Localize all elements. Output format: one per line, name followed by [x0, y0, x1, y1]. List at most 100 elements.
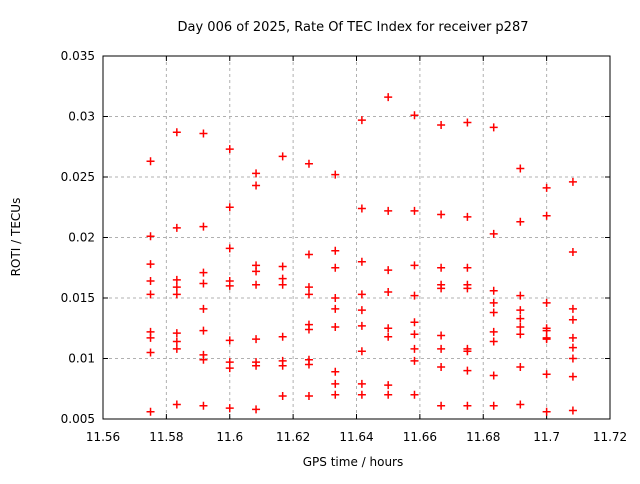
plot-border — [102, 55, 611, 420]
data-point-marker — [516, 306, 525, 315]
data-point-marker — [278, 361, 287, 370]
data-point-marker — [568, 304, 577, 313]
data-point-marker — [146, 333, 155, 342]
data-point-marker — [199, 268, 208, 277]
data-point-marker — [225, 364, 234, 373]
data-point-marker — [410, 356, 419, 365]
y-tick-label: 0.035 — [61, 49, 95, 63]
data-point-marker — [331, 323, 340, 332]
y-axis-label: ROTI / TECUs — [9, 198, 23, 277]
data-point-marker — [252, 280, 261, 289]
data-point-marker — [331, 390, 340, 399]
x-tick-label: 11.56 — [86, 430, 120, 444]
y-tick-label: 0.005 — [61, 412, 95, 426]
data-point-marker — [463, 366, 472, 375]
data-point-marker — [225, 145, 234, 154]
x-axis-label: GPS time / hours — [303, 455, 404, 469]
data-point-marker — [437, 344, 446, 353]
data-point-marker — [516, 362, 525, 371]
data-point-marker — [252, 361, 261, 370]
data-point-marker — [199, 222, 208, 231]
data-point-marker — [225, 404, 234, 413]
data-point-marker — [542, 211, 551, 220]
data-point-marker — [225, 203, 234, 212]
data-point-marker — [331, 367, 340, 376]
data-point-marker — [304, 325, 313, 334]
data-point-marker — [357, 116, 366, 125]
data-point-marker — [225, 244, 234, 253]
data-points — [146, 93, 577, 416]
data-point-marker — [278, 392, 287, 401]
data-point-marker — [146, 348, 155, 357]
data-point-marker — [568, 372, 577, 381]
y-tick-label: 0.01 — [68, 352, 95, 366]
data-point-marker — [410, 330, 419, 339]
data-point-marker — [410, 344, 419, 353]
data-point-marker — [304, 250, 313, 259]
data-point-marker — [542, 183, 551, 192]
data-point-marker — [304, 360, 313, 369]
y-tick-label: 0.02 — [68, 231, 95, 245]
data-point-marker — [516, 330, 525, 339]
data-point-marker — [384, 324, 393, 333]
y-tick-label: 0.03 — [68, 110, 95, 124]
data-point-marker — [384, 266, 393, 275]
data-point-marker — [146, 232, 155, 241]
data-point-marker — [199, 279, 208, 288]
data-point-marker — [542, 326, 551, 335]
data-point-marker — [278, 280, 287, 289]
data-point-marker — [357, 379, 366, 388]
data-point-marker — [172, 400, 181, 409]
x-tick-label: 11.58 — [149, 430, 183, 444]
data-point-marker — [437, 362, 446, 371]
data-point-marker — [516, 314, 525, 323]
x-tick-label: 11.68 — [466, 430, 500, 444]
x-tick-label: 11.72 — [593, 430, 627, 444]
data-point-marker — [568, 333, 577, 342]
grid-lines — [103, 56, 610, 419]
data-point-marker — [199, 129, 208, 138]
data-point-marker — [304, 283, 313, 292]
data-point-marker — [437, 120, 446, 129]
data-point-marker — [384, 287, 393, 296]
tick-labels: 11.56 11.58 11.6 11.62 11.64 11.66 11.68 11.7 11… — [61, 49, 628, 444]
data-point-marker — [568, 248, 577, 257]
data-point-marker — [516, 217, 525, 226]
data-point-marker — [357, 306, 366, 315]
data-point-marker — [384, 390, 393, 399]
data-point-marker — [278, 332, 287, 341]
data-point-marker — [172, 223, 181, 232]
data-point-marker — [516, 291, 525, 300]
data-point-marker — [568, 177, 577, 186]
data-point-marker — [489, 327, 498, 336]
data-point-marker — [146, 260, 155, 269]
data-point-marker — [437, 401, 446, 410]
data-point-marker — [199, 355, 208, 364]
data-point-marker — [357, 204, 366, 213]
data-point-marker — [410, 291, 419, 300]
data-point-marker — [489, 298, 498, 307]
data-point-marker — [489, 337, 498, 346]
data-point-marker — [331, 294, 340, 302]
data-point-marker — [384, 206, 393, 215]
data-point-marker — [384, 381, 393, 390]
x-tick-label: 11.62 — [276, 430, 310, 444]
data-point-marker — [542, 370, 551, 379]
data-point-marker — [516, 323, 525, 332]
x-tick-label: 11.7 — [533, 430, 560, 444]
data-point-marker — [410, 206, 419, 215]
y-tick-label: 0.015 — [61, 291, 95, 305]
data-point-marker — [463, 401, 472, 410]
data-point-marker — [304, 290, 313, 299]
data-point-marker — [384, 332, 393, 341]
data-point-marker — [199, 304, 208, 313]
data-point-marker — [437, 284, 446, 293]
data-point-marker — [357, 257, 366, 266]
data-point-marker — [542, 335, 551, 344]
data-point-marker — [516, 164, 525, 173]
data-point-marker — [331, 304, 340, 313]
data-point-marker — [437, 210, 446, 219]
data-point-marker — [410, 390, 419, 399]
data-point-marker — [384, 93, 393, 102]
data-point-marker — [463, 284, 472, 293]
